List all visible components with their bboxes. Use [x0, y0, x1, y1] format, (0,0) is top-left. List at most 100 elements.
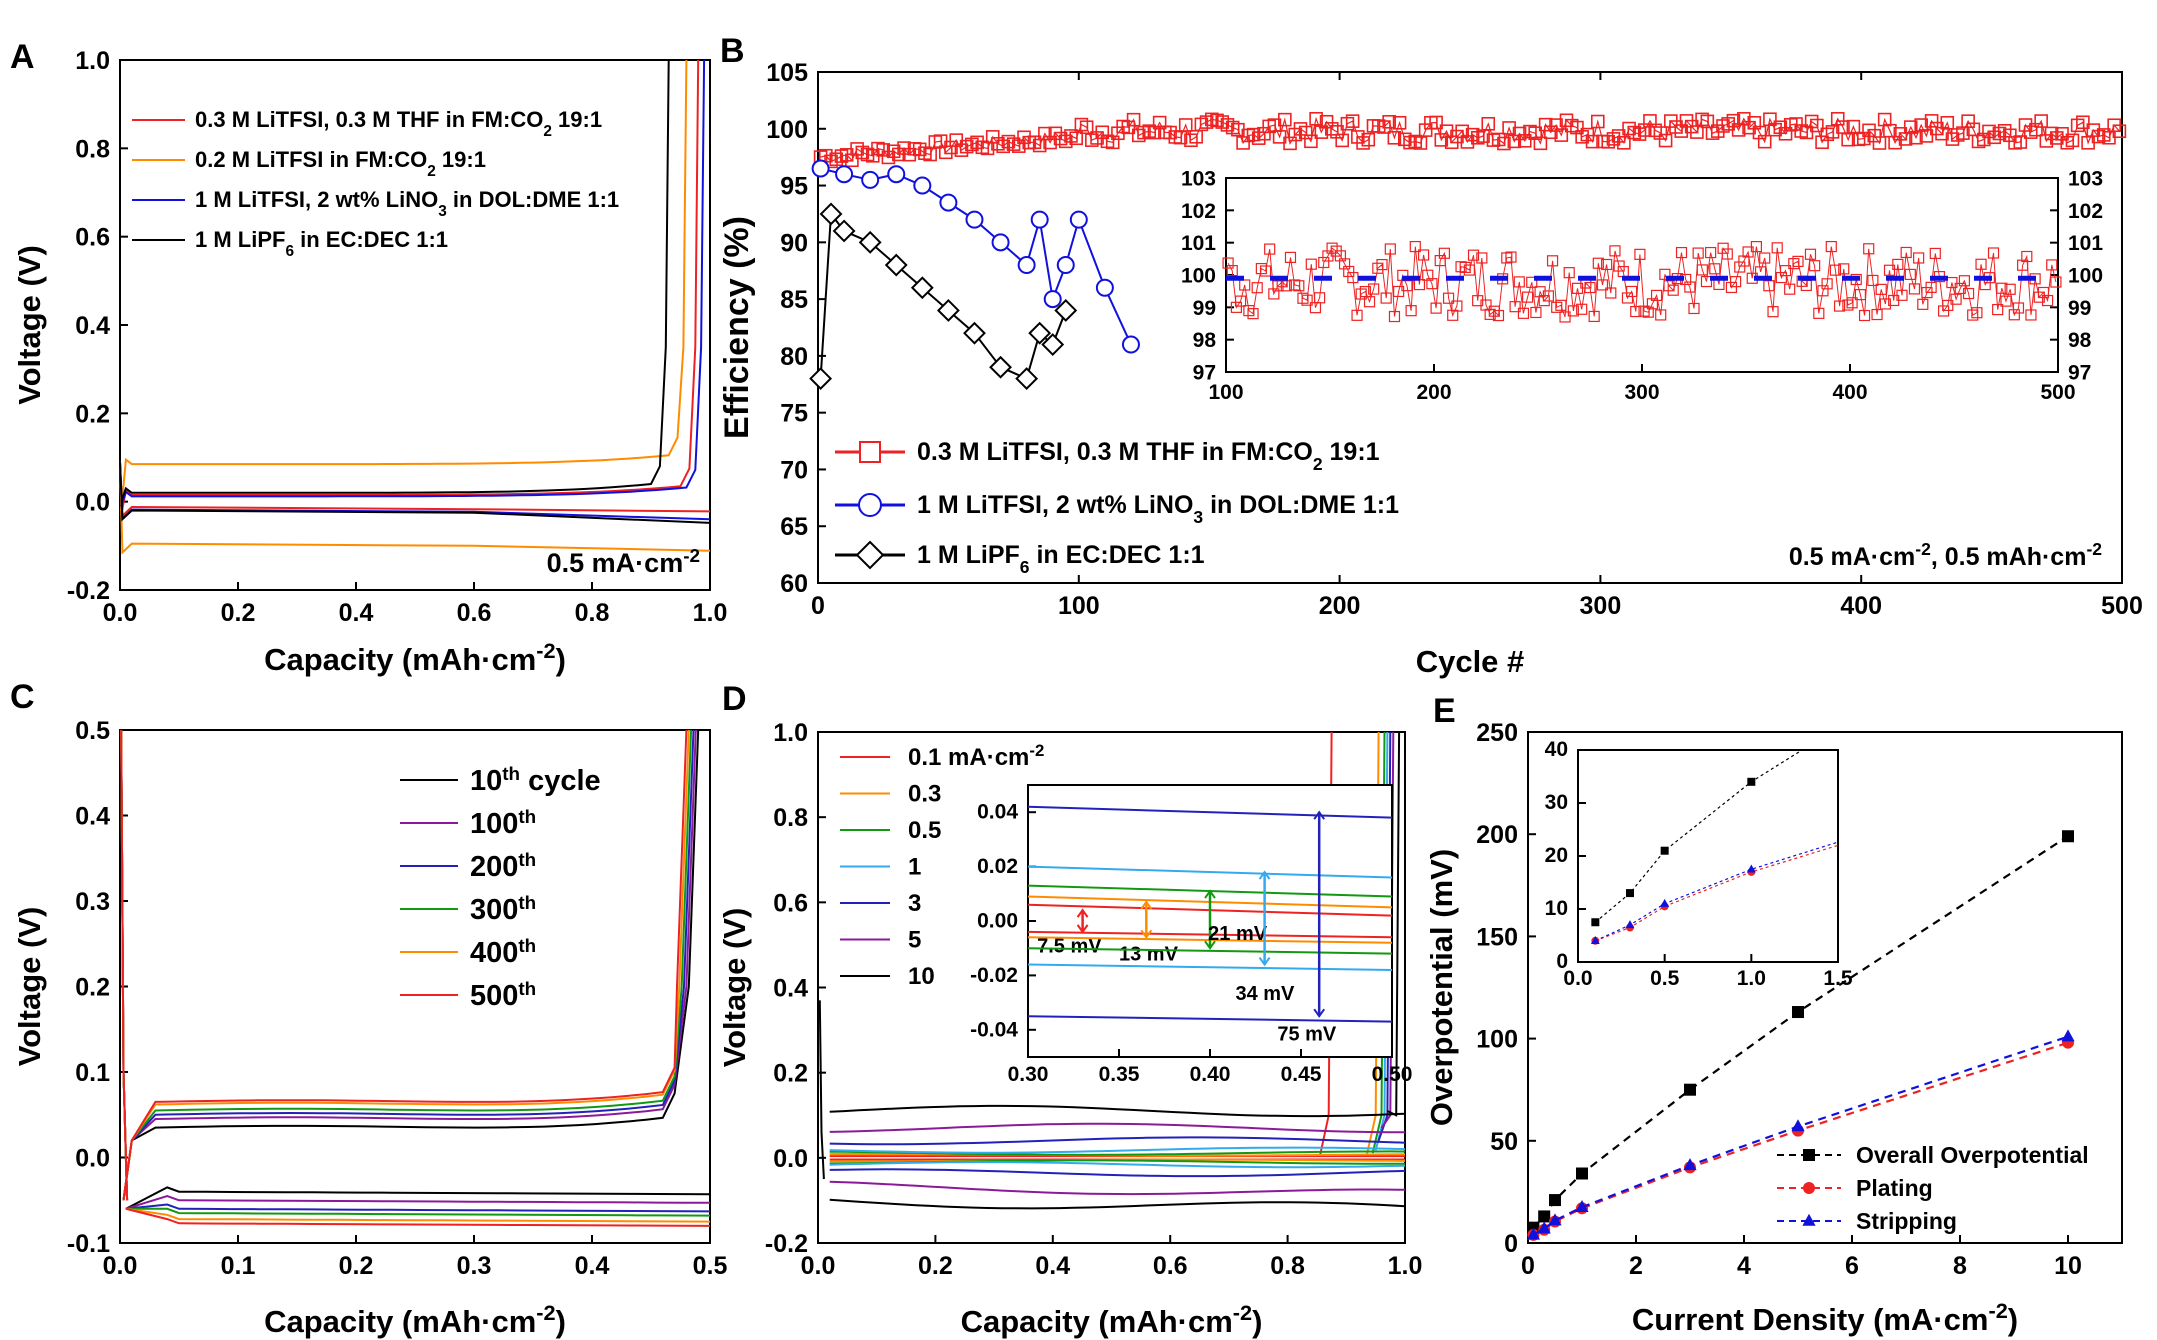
data-point	[913, 176, 932, 195]
series-line	[125, 1207, 711, 1227]
data-point	[2041, 294, 2054, 307]
data-point	[1247, 308, 1259, 320]
data-point	[936, 299, 960, 322]
panel-b-frame	[817, 71, 2123, 584]
x-tick-label: 0.0	[103, 1252, 138, 1280]
data-point	[1929, 247, 1941, 260]
legend-label: 300th	[470, 892, 536, 927]
x-tick-label: 1.5	[1823, 967, 1853, 990]
data-point	[1725, 281, 1738, 294]
x-tick-label: 0.50	[1372, 1063, 1413, 1086]
data-point	[1779, 265, 1792, 277]
data-point	[1505, 251, 1517, 263]
data-point	[1388, 310, 1401, 323]
series-line	[122, 729, 688, 1201]
data-point	[1877, 112, 1892, 127]
data-point	[1382, 115, 1396, 129]
data-point	[1601, 258, 1613, 271]
y-tick-label: 1.0	[75, 47, 110, 75]
x-tick-label: 0.0	[1563, 967, 1592, 990]
data-point	[1683, 1158, 1697, 1171]
data-point	[1549, 1194, 1561, 1207]
y-tick-label: 0.0	[75, 489, 110, 517]
data-point	[1409, 240, 1421, 253]
data-point	[1526, 276, 1538, 288]
data-point	[1642, 306, 1654, 318]
x-tick-label: 500	[2101, 592, 2143, 620]
y-axis-label: Voltage (V)	[12, 245, 47, 405]
data-point	[1705, 246, 1717, 259]
data-point	[1919, 129, 1934, 143]
data-point	[2034, 114, 2048, 128]
y-tick-label: 97	[2068, 362, 2091, 385]
series-line	[829, 1104, 1406, 1118]
data-point	[2008, 309, 2020, 321]
data-point	[1838, 263, 1850, 275]
data-point	[1738, 255, 1750, 267]
y-tick-label: 0	[1556, 950, 1568, 973]
data-point	[1041, 333, 1065, 356]
x-tick-label: 400	[1840, 592, 1882, 620]
gap-label: 13 mV	[1119, 943, 1179, 965]
y-tick-label: 0.0	[75, 1145, 110, 1173]
data-point	[1563, 267, 1575, 279]
data-point	[1750, 241, 1763, 253]
x-tick-label: 0.30	[1008, 1063, 1049, 1086]
y-tick-label: 70	[780, 456, 808, 484]
data-point	[1625, 920, 1635, 929]
data-point	[1230, 301, 1243, 313]
y-tick-label: -0.1	[67, 1230, 110, 1258]
data-point	[1696, 264, 1708, 276]
x-tick-label: 0.8	[1270, 1252, 1305, 1280]
data-point	[2061, 1029, 2075, 1042]
data-point	[1326, 242, 1338, 254]
data-point	[811, 159, 830, 178]
data-point	[2021, 250, 2033, 263]
data-point	[1442, 292, 1455, 304]
y-tick-label: 0.8	[773, 804, 808, 832]
y-tick-label: 95	[780, 173, 808, 201]
x-tick-label: 0.5	[693, 1252, 728, 1280]
x-tick-label: 1.0	[1388, 1252, 1423, 1280]
data-point	[1792, 255, 1804, 267]
data-point	[1809, 260, 1821, 272]
series-line	[1386, 731, 1401, 1117]
panel-label-b: B	[720, 32, 745, 70]
data-point	[1455, 261, 1467, 273]
y-tick-label: -0.2	[765, 1230, 808, 1258]
data-point	[1434, 255, 1446, 267]
data-point	[1447, 309, 1459, 321]
data-point	[1534, 286, 1546, 298]
data-point	[1438, 247, 1451, 259]
data-point	[1304, 134, 1318, 149]
data-point	[1481, 116, 1496, 131]
series-line	[125, 1203, 711, 1213]
series-line	[125, 1207, 711, 1223]
data-point	[1178, 118, 1193, 132]
y-axis-label: Efficiency (%)	[718, 216, 756, 439]
data-point	[1293, 280, 1305, 292]
data-point	[1251, 282, 1263, 294]
data-point	[1667, 284, 1679, 296]
data-point	[2050, 276, 2062, 288]
data-point	[989, 355, 1012, 379]
x-axis-label: Capacity (mAh·cm-2)	[264, 1300, 566, 1340]
y-axis-label: Voltage (V)	[717, 908, 752, 1068]
series-line	[829, 1122, 1406, 1134]
x-tick-label: 0.35	[1099, 1063, 1140, 1086]
data-point	[1590, 936, 1600, 944]
data-point	[1417, 249, 1430, 261]
data-point	[1585, 134, 1600, 149]
y-tick-label: 85	[780, 286, 808, 314]
y-tick-label: 100	[766, 116, 808, 144]
x-axis-label: Current Density (mA·cm-2)	[1632, 1298, 2018, 1338]
data-point	[1729, 276, 1742, 288]
data-point	[1069, 210, 1088, 229]
x-tick-label: 0.0	[103, 599, 138, 627]
data-point	[1387, 130, 1402, 145]
legend-marker	[859, 441, 881, 463]
data-point	[1734, 261, 1746, 273]
arrow-head	[1313, 1008, 1326, 1018]
panel-label-d: D	[722, 680, 747, 718]
data-point	[1803, 1182, 1815, 1194]
